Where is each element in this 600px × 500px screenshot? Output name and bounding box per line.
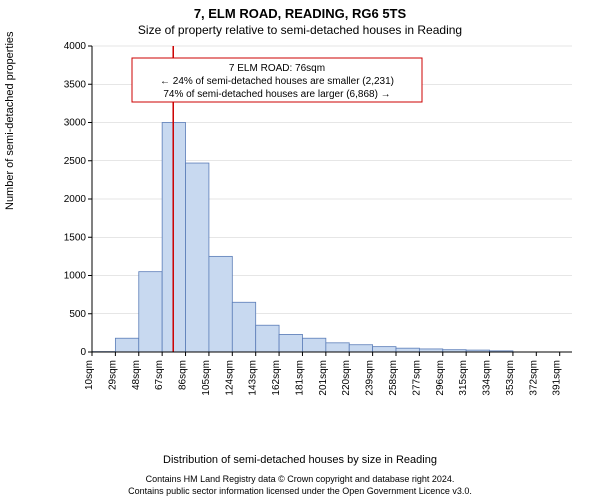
svg-text:143sqm: 143sqm [248,360,259,396]
histogram-svg: 0 500 1000 1500 2000 2500 3000 3500 4000 10sqm 29s… [58,42,578,422]
svg-text:239sqm: 239sqm [365,360,376,396]
svg-text:220sqm: 220sqm [341,360,352,396]
footer-copyright-1: Contains HM Land Registry data © Crown c… [0,474,600,484]
svg-text:74% of semi-detached houses ar: 74% of semi-detached houses are larger (… [163,89,390,100]
svg-text:124sqm: 124sqm [224,360,235,396]
svg-text:105sqm: 105sqm [201,360,212,396]
svg-text:3000: 3000 [64,118,87,129]
svg-text:1500: 1500 [64,232,87,243]
svg-text:4000: 4000 [64,42,87,52]
svg-text:3500: 3500 [64,79,87,90]
svg-text:334sqm: 334sqm [482,360,493,396]
svg-text:277sqm: 277sqm [411,360,422,396]
svg-text:1000: 1000 [64,271,87,282]
svg-text:10sqm: 10sqm [84,360,95,390]
chart-area: 0 500 1000 1500 2000 2500 3000 3500 4000 10sqm 29s… [58,42,578,422]
svg-text:29sqm: 29sqm [107,360,118,390]
svg-text:7 ELM ROAD: 76sqm: 7 ELM ROAD: 76sqm [229,63,325,74]
svg-text:← 24% of semi-detached houses: ← 24% of semi-detached houses are smalle… [160,76,394,87]
svg-text:372sqm: 372sqm [528,360,539,396]
svg-text:0: 0 [80,347,86,358]
svg-text:2500: 2500 [64,156,87,167]
svg-text:2000: 2000 [64,194,87,205]
svg-text:86sqm: 86sqm [178,360,189,390]
svg-text:67sqm: 67sqm [154,360,165,390]
x-axis-label: Distribution of semi-detached houses by … [0,454,600,466]
svg-text:162sqm: 162sqm [271,360,282,396]
chart-title-main: 7, ELM ROAD, READING, RG6 5TS [0,0,600,21]
svg-text:315sqm: 315sqm [458,360,469,396]
svg-text:181sqm: 181sqm [294,360,305,396]
footer-copyright-2: Contains public sector information licen… [0,486,600,496]
y-axis-label: Number of semi-detached properties [4,31,16,210]
svg-text:353sqm: 353sqm [505,360,516,396]
chart-title-sub: Size of property relative to semi-detach… [0,21,600,41]
svg-text:48sqm: 48sqm [131,360,142,390]
svg-text:201sqm: 201sqm [318,360,329,396]
svg-text:391sqm: 391sqm [552,360,563,396]
svg-text:296sqm: 296sqm [435,360,446,396]
svg-text:500: 500 [69,309,86,320]
svg-text:258sqm: 258sqm [388,360,399,396]
